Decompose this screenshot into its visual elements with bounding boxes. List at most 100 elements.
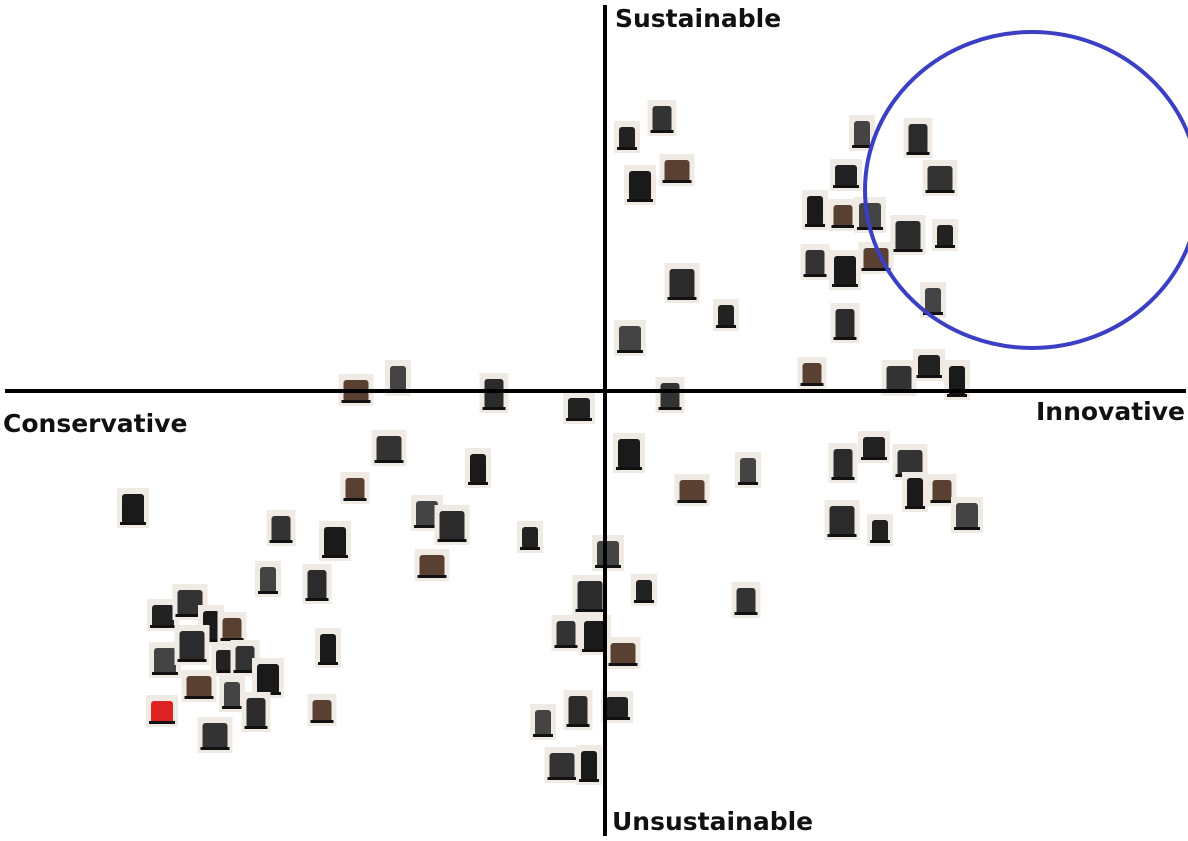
product-shape [854, 121, 870, 147]
product-shape [610, 643, 636, 665]
product-thumbnails [117, 100, 983, 785]
product-shape [833, 205, 853, 227]
product-shape [886, 366, 912, 392]
product-shape [619, 127, 635, 149]
product-base [305, 598, 329, 601]
product-shape [320, 634, 336, 664]
product-base [220, 638, 244, 641]
product-shape [307, 570, 327, 600]
product-base [805, 224, 825, 227]
product-shape [597, 541, 619, 567]
product-shape [535, 710, 551, 736]
product-shape [956, 503, 978, 529]
product-shape [679, 480, 705, 502]
product-base [269, 540, 293, 543]
product-shape [186, 676, 212, 698]
product-shape [834, 256, 856, 286]
product-base [604, 717, 630, 720]
product-shape [324, 527, 346, 557]
product-shape [736, 588, 756, 614]
product-shape [216, 650, 232, 672]
product-base [322, 555, 348, 558]
product-base [482, 407, 506, 410]
product-shape [390, 366, 406, 392]
product-base [734, 612, 758, 615]
product-base [738, 482, 758, 485]
product-shape [376, 436, 402, 462]
product-shape [652, 106, 672, 132]
axis-label-top: Sustainable [615, 4, 781, 33]
axis-label-left: Conservative [3, 409, 187, 438]
product-base [374, 460, 404, 463]
product-shape [835, 165, 857, 187]
product-shape [179, 631, 205, 661]
product-base [341, 400, 371, 403]
product-base [935, 245, 955, 248]
product-shape [271, 516, 291, 542]
product-base [954, 527, 980, 530]
product-base [916, 375, 942, 378]
product-base [650, 130, 674, 133]
product-base [803, 274, 827, 277]
product-base [608, 663, 638, 666]
product-shape [897, 450, 923, 476]
product-shape [927, 166, 953, 192]
product-base [533, 734, 553, 737]
product-shape [895, 221, 921, 251]
product-shape [907, 478, 923, 508]
product-base [579, 779, 599, 782]
product-base [667, 297, 697, 300]
product-base [244, 726, 268, 729]
product-base [417, 575, 447, 578]
product-base [566, 724, 590, 727]
product-shape [260, 567, 276, 593]
product-shape [664, 160, 690, 182]
product-shape [932, 480, 952, 502]
product-base [947, 394, 967, 397]
product-shape [312, 700, 332, 722]
product-shape [122, 494, 144, 524]
product-shape [606, 697, 628, 719]
product-base [595, 565, 621, 568]
product-shape [584, 621, 606, 651]
product-base [800, 383, 824, 386]
product-base [437, 539, 467, 542]
product-shape [802, 363, 822, 385]
product-base [627, 199, 653, 202]
product-shape [257, 664, 279, 694]
product-shape [937, 225, 953, 247]
product-shape [669, 269, 695, 299]
product-shape [152, 605, 174, 627]
product-base [617, 350, 643, 353]
product-base [175, 614, 205, 617]
product-shape [863, 248, 889, 270]
product-base [870, 540, 890, 543]
product-base [852, 145, 872, 148]
product-base [468, 482, 488, 485]
product-base [617, 147, 637, 150]
product-shape [619, 326, 641, 352]
product-base [930, 500, 954, 503]
product-base [120, 522, 146, 525]
product-base [233, 670, 257, 673]
product-base [832, 284, 858, 287]
product-shape [918, 355, 940, 377]
product-base [833, 337, 857, 340]
product-shape [618, 439, 640, 469]
product-shape [807, 196, 823, 226]
product-shape [416, 501, 438, 527]
product-shape [636, 580, 652, 602]
product-shape [419, 555, 445, 577]
product-base [925, 190, 955, 193]
product-base [893, 249, 923, 252]
product-shape [556, 621, 576, 647]
product-base [634, 600, 654, 603]
product-shape [949, 366, 965, 396]
product-shape [805, 250, 825, 276]
product-base [201, 639, 221, 642]
product-shape [154, 648, 176, 674]
product-shape [577, 581, 603, 611]
product-shape [549, 753, 575, 779]
product-shape [568, 398, 590, 420]
product-base [575, 609, 605, 612]
